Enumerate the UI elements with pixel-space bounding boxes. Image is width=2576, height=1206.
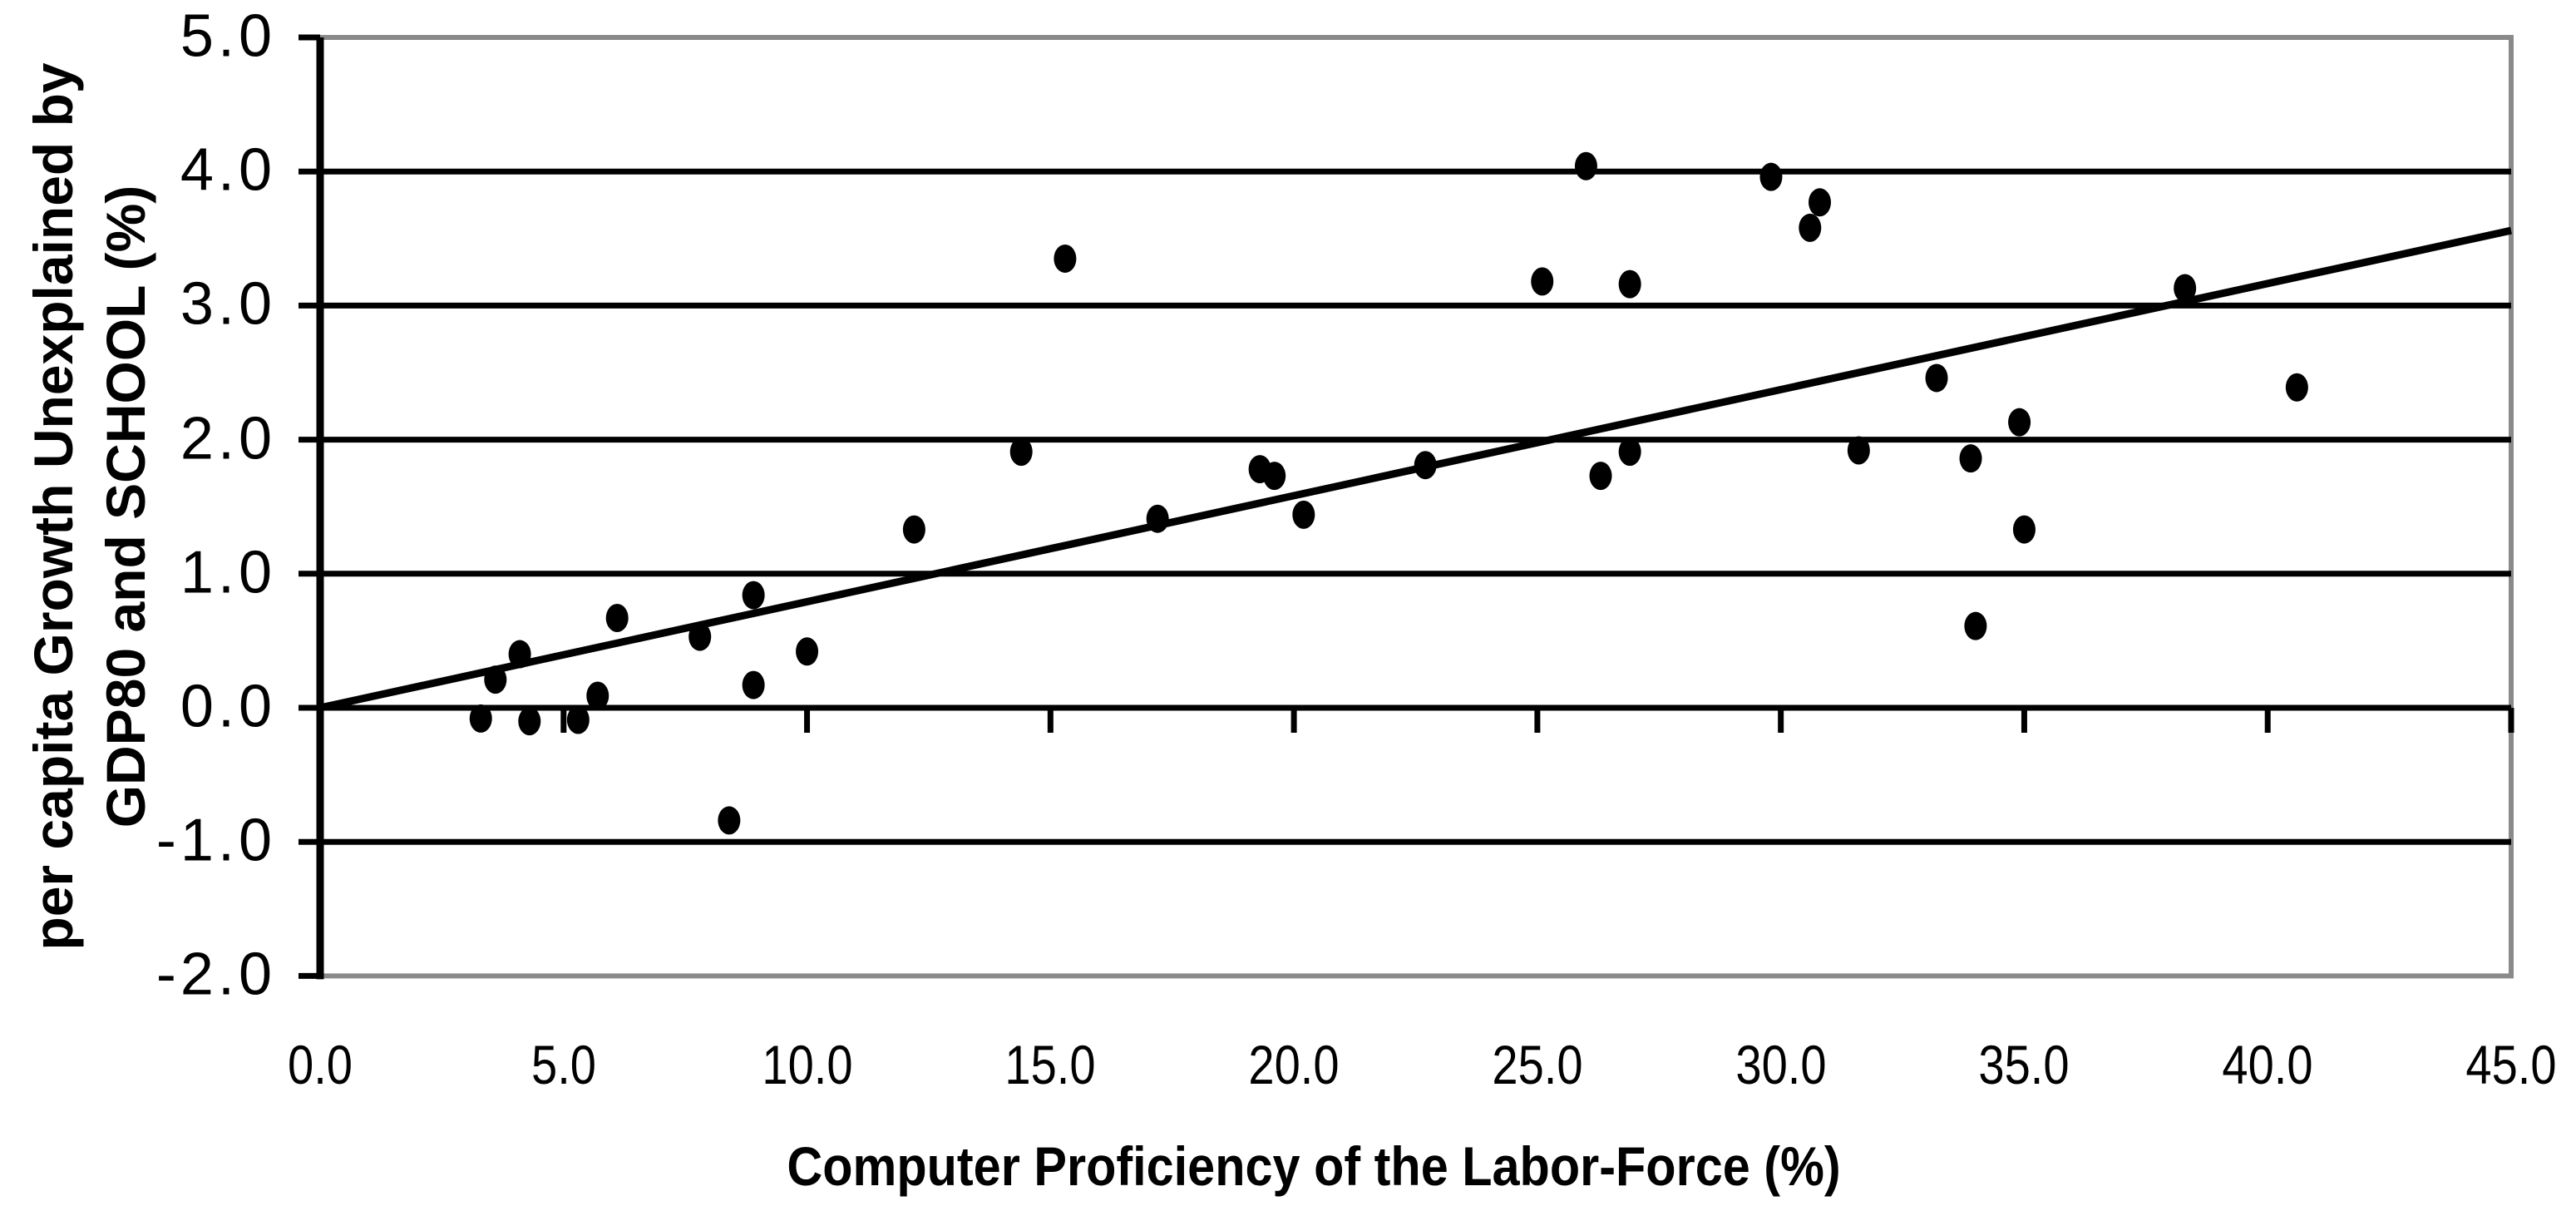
data-point-18 [1292,500,1315,529]
data-point-2 [508,640,531,669]
y-tick-label-2.0: 2.0 [180,404,276,472]
x-tick-label-20.0: 20.0 [1248,1034,1340,1095]
y-tick-label--2.0: -2.0 [155,941,276,1008]
data-point-11 [796,637,819,666]
x-tick-label-30.0: 30.0 [1735,1034,1827,1095]
data-point-21 [1574,151,1597,180]
y-tick-label-0.0: 0.0 [180,673,276,740]
x-tick-label-0.0: 0.0 [288,1034,353,1095]
y-axis-title-line1: per capita Growth Unexplained by [22,62,84,951]
data-point-9 [742,581,765,610]
x-tick-label-25.0: 25.0 [1492,1034,1583,1095]
y-tick-label-4.0: 4.0 [180,136,276,204]
data-point-7 [688,622,712,651]
y-axis-title-line2: GDP80 and SCHOOL (%) [95,185,156,828]
data-point-29 [1925,363,1948,393]
x-axis-title: Computer Proficiency of the Labor-Force … [787,1135,1841,1197]
y-tick-label-3.0: 3.0 [180,270,276,338]
data-point-35 [2285,373,2308,402]
data-point-6 [605,603,629,632]
data-point-33 [2012,515,2036,544]
data-point-0 [469,704,492,733]
plot-border [318,35,2514,979]
data-point-5 [586,681,609,710]
data-point-34 [2174,274,2197,303]
data-point-4 [566,705,590,734]
data-point-3 [518,707,541,736]
data-point-28 [1847,436,1870,465]
data-point-20 [1531,267,1554,296]
data-point-25 [1759,162,1783,191]
data-point-10 [742,670,765,699]
data-point-14 [1054,244,1077,273]
x-tick-label-10.0: 10.0 [761,1034,853,1095]
x-tick-label-45.0: 45.0 [2465,1034,2557,1095]
x-tick-label-15.0: 15.0 [1004,1034,1096,1095]
data-point-13 [1009,437,1033,467]
data-point-27 [1809,188,1832,217]
data-point-31 [1964,611,1987,640]
y-tick-label-5.0: 5.0 [180,2,276,70]
data-point-12 [902,515,925,544]
y-tick-label-1.0: 1.0 [180,539,276,606]
data-point-26 [1799,213,1822,242]
data-point-32 [2008,408,2031,437]
data-point-30 [1959,444,1982,473]
data-point-24 [1618,437,1641,467]
x-tick-label-40.0: 40.0 [2222,1034,2313,1095]
data-point-19 [1414,451,1437,480]
y-tick-label--1.0: -1.0 [155,807,276,874]
data-point-17 [1263,462,1286,491]
data-point-8 [718,806,741,835]
data-point-1 [484,665,507,694]
data-point-15 [1146,504,1169,533]
x-tick-label-5.0: 5.0 [530,1034,596,1095]
data-point-23 [1618,269,1641,299]
x-tick-label-35.0: 35.0 [1978,1034,2070,1095]
data-point-22 [1589,462,1612,491]
